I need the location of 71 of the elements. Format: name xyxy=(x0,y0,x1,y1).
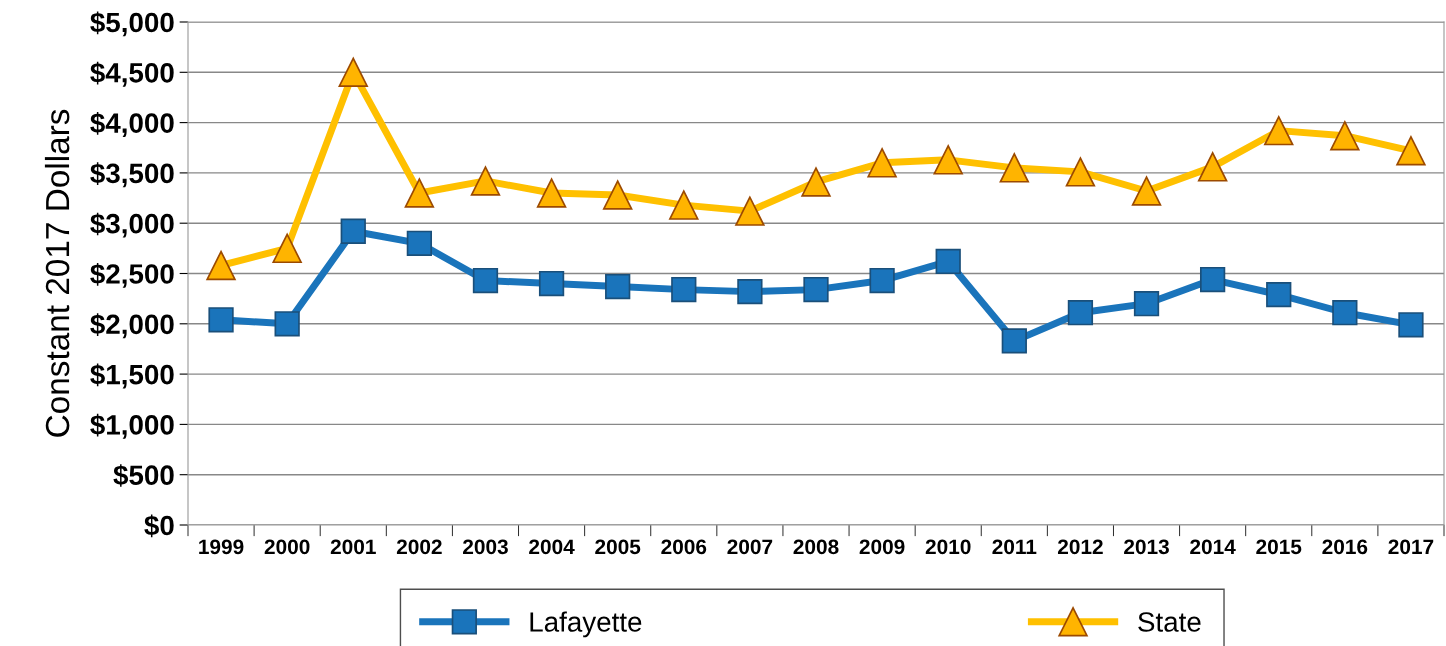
x-tick-label: 2008 xyxy=(793,539,839,555)
x-tick-label: 2000 xyxy=(264,539,310,555)
x-tick-label: 2005 xyxy=(595,539,641,555)
x-tick-label: 2010 xyxy=(925,539,971,555)
point xyxy=(208,307,234,333)
point xyxy=(1065,157,1096,187)
point xyxy=(933,145,963,175)
y-tick-label: $4,500 xyxy=(90,61,174,87)
point xyxy=(999,153,1030,183)
point xyxy=(1266,281,1292,308)
point xyxy=(735,196,765,226)
point xyxy=(1332,300,1358,326)
point xyxy=(406,230,433,256)
x-tick-label: 2006 xyxy=(661,539,707,555)
point xyxy=(1398,312,1424,338)
point xyxy=(470,166,501,196)
x-tick-label: 1999 xyxy=(199,539,244,555)
y-tick-label: $4,000 xyxy=(90,112,174,137)
y-axis-title: Constant 2017 Dollars xyxy=(44,109,70,437)
point xyxy=(1199,266,1226,293)
x-tick-label: 2015 xyxy=(1256,539,1302,555)
legend-label: Lafayette xyxy=(530,611,642,638)
point xyxy=(538,270,565,297)
y-tick-label: $500 xyxy=(113,464,174,487)
x-tick-label: 2011 xyxy=(992,539,1037,555)
x-tick-label: 2001 xyxy=(330,539,376,555)
x-tick-label: 2002 xyxy=(396,539,442,555)
y-tick-label: $3,000 xyxy=(90,212,174,238)
point xyxy=(605,273,631,300)
point xyxy=(669,190,699,220)
x-tick-label: 2017 xyxy=(1388,539,1434,555)
point xyxy=(1264,115,1294,146)
point xyxy=(602,180,633,210)
point xyxy=(803,276,829,303)
y-tick-label: $5,000 xyxy=(90,11,174,37)
point xyxy=(206,250,236,281)
point xyxy=(340,218,366,244)
point xyxy=(1396,136,1426,166)
point xyxy=(1067,300,1094,326)
point xyxy=(272,233,302,264)
point xyxy=(935,248,961,275)
point xyxy=(867,148,897,178)
x-tick-label: 2012 xyxy=(1057,539,1103,555)
x-tick-label: 2014 xyxy=(1190,539,1236,555)
point xyxy=(1330,120,1360,151)
point xyxy=(404,178,435,208)
point xyxy=(1131,176,1162,206)
x-tick-label: 2004 xyxy=(529,539,575,555)
y-tick-label: $3,500 xyxy=(90,162,174,188)
x-tick-label: 2007 xyxy=(727,539,773,555)
point xyxy=(801,167,831,197)
y-tick-label: $1,500 xyxy=(90,363,174,389)
x-tick-label: 2013 xyxy=(1124,539,1169,555)
point xyxy=(1001,328,1027,354)
point xyxy=(274,311,300,337)
x-tick-label: 2016 xyxy=(1322,539,1368,555)
point xyxy=(671,276,697,303)
point xyxy=(472,267,499,294)
y-tick-label: $2,500 xyxy=(90,262,174,288)
point xyxy=(536,178,567,208)
point xyxy=(1133,291,1160,317)
y-tick-label: $2,000 xyxy=(90,313,174,339)
point xyxy=(1197,152,1228,182)
legend-label: State xyxy=(1138,612,1201,632)
y-tick-label: $1,000 xyxy=(90,413,174,439)
point xyxy=(338,57,368,88)
point xyxy=(737,278,763,305)
y-tick-label: $0 xyxy=(144,514,174,538)
point xyxy=(869,267,895,294)
x-tick-label: 2009 xyxy=(859,539,905,555)
x-tick-label: 2003 xyxy=(463,539,508,555)
